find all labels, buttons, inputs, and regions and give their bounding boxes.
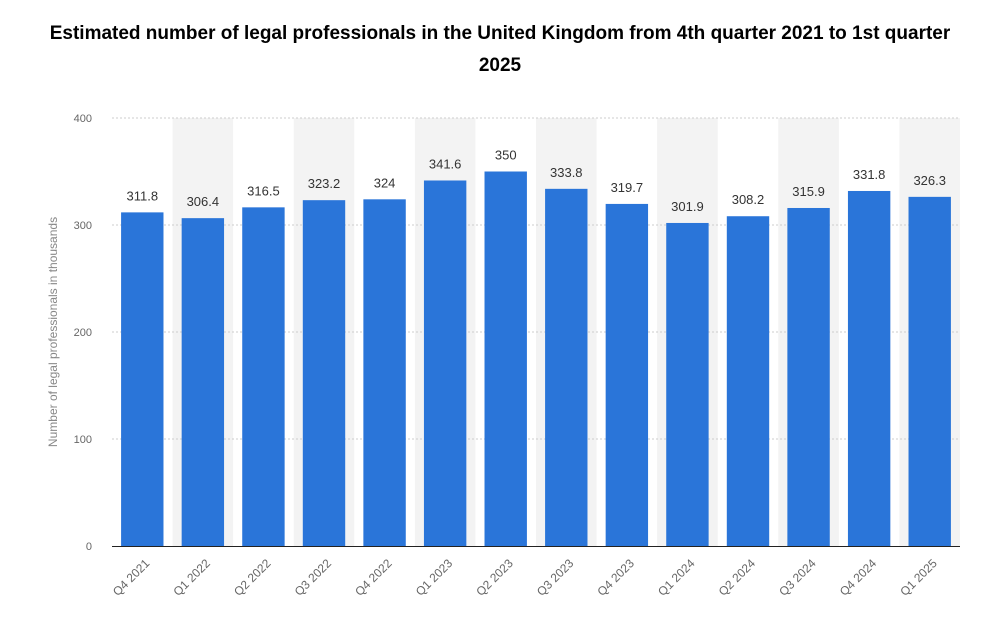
x-tick-label: Q4 2021 — [110, 556, 153, 599]
bar[interactable] — [666, 222, 709, 547]
y-axis-ticks: 0 100 200 300 400 — [74, 113, 92, 553]
bar[interactable] — [484, 171, 527, 547]
x-tick-label: Q3 2024 — [776, 556, 819, 599]
x-axis-labels: Q4 2021 Q1 2022 Q2 2022 Q3 2022 Q4 2022 Q1 20… — [110, 556, 940, 599]
y-tick-label: 400 — [74, 113, 92, 125]
bar[interactable] — [242, 207, 285, 546]
x-tick-label: Q4 2024 — [837, 556, 880, 599]
x-tick-label: Q2 2023 — [473, 556, 516, 599]
data-label: 333.8 — [550, 165, 583, 180]
data-label: 315.9 — [792, 184, 825, 199]
data-label: 316.5 — [247, 183, 280, 198]
bar[interactable] — [363, 199, 406, 546]
bar[interactable] — [847, 190, 891, 546]
x-tick-label: Q4 2022 — [352, 556, 395, 599]
x-tick-label: Q1 2024 — [655, 556, 698, 599]
data-label: 341.6 — [429, 156, 462, 171]
x-tick-label: Q3 2023 — [534, 556, 577, 599]
bar[interactable] — [302, 200, 346, 546]
bars — [121, 171, 951, 547]
bar[interactable] — [121, 212, 164, 546]
data-label: 306.4 — [187, 194, 220, 209]
x-tick-label: Q4 2023 — [595, 556, 638, 599]
bar[interactable] — [181, 218, 225, 547]
bar[interactable] — [787, 207, 830, 546]
data-label: 311.8 — [126, 188, 158, 203]
y-tick-label: 0 — [86, 541, 92, 553]
data-label: 350 — [495, 148, 517, 163]
y-axis-title: Number of legal professionals in thousan… — [46, 217, 60, 447]
x-tick-label: Q3 2022 — [292, 556, 335, 599]
bar[interactable] — [605, 203, 649, 546]
bar[interactable] — [545, 188, 588, 547]
bar[interactable] — [908, 196, 951, 546]
data-label: 326.3 — [913, 173, 946, 188]
data-label: 301.9 — [671, 199, 704, 214]
data-label: 324 — [374, 175, 396, 190]
chart-title: Estimated number of legal professionals … — [49, 23, 951, 76]
data-label: 331.8 — [853, 167, 886, 182]
x-tick-label: Q1 2022 — [171, 556, 214, 599]
x-tick-label: Q1 2025 — [897, 556, 940, 599]
data-label: 323.2 — [308, 176, 341, 191]
data-label: 308.2 — [732, 192, 765, 207]
y-tick-label: 100 — [74, 434, 92, 446]
bar[interactable] — [726, 216, 770, 546]
data-label: 319.7 — [611, 180, 644, 195]
x-tick-label: Q1 2023 — [413, 556, 456, 599]
y-tick-label: 300 — [74, 220, 92, 232]
y-tick-label: 200 — [74, 327, 92, 339]
x-tick-label: Q2 2022 — [231, 556, 274, 599]
x-tick-label: Q2 2024 — [716, 556, 759, 599]
bar[interactable] — [423, 180, 467, 546]
value-labels: 311.8 306.4 316.5 323.2 324 341.6 350 333.8 319.… — [126, 148, 945, 214]
